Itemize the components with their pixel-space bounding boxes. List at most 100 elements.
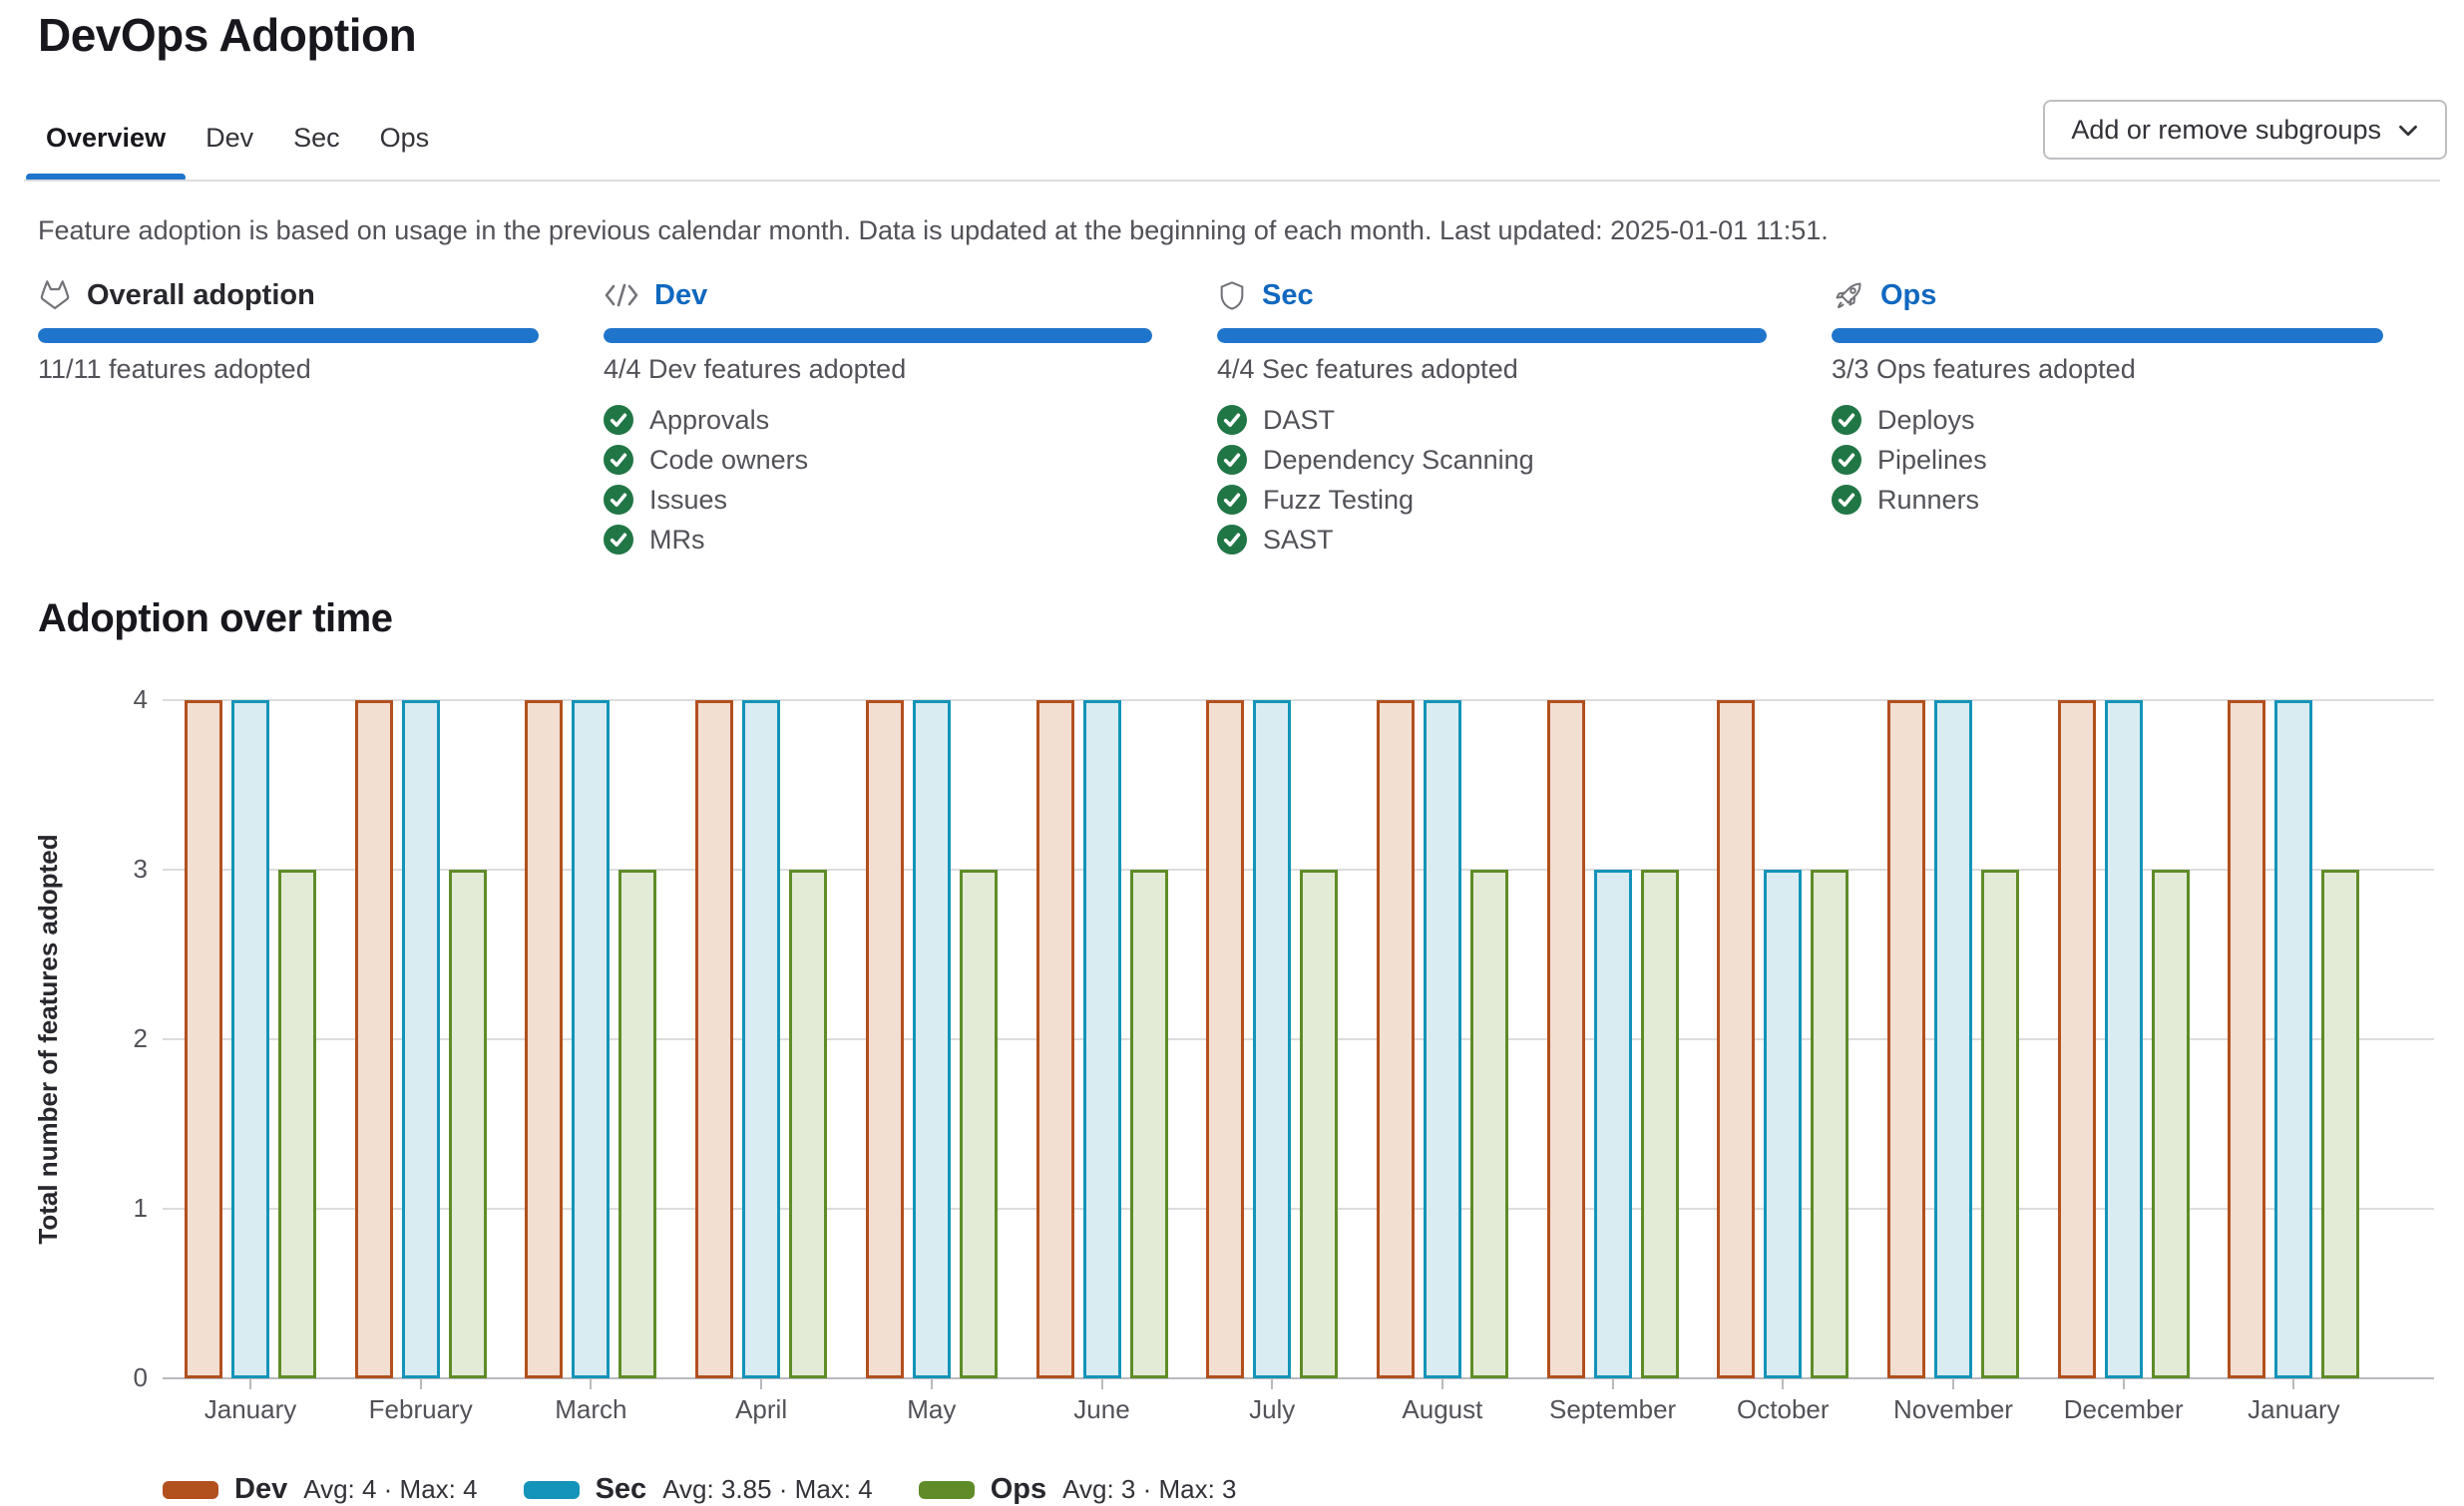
feature-label: Runners <box>1877 484 1980 515</box>
bar-group-may-4 <box>865 700 998 1378</box>
dev-bar <box>1035 700 1074 1378</box>
feature-item: DAST <box>1217 400 1767 440</box>
bar-group-june-5 <box>1035 700 1168 1378</box>
legend-swatch <box>918 1480 975 1499</box>
tab-bar-divider <box>24 180 2440 182</box>
sec-bar <box>401 700 440 1378</box>
bar-group-january-12 <box>2228 700 2360 1378</box>
dev-bar <box>185 700 222 1378</box>
check-circle-icon <box>604 445 633 475</box>
adoption-card-dev: Dev 4/4 Dev features adopted Approvals C… <box>604 276 1152 560</box>
dev-bar <box>2057 700 2096 1378</box>
page-title: DevOps Adoption <box>38 9 417 61</box>
ops-bar <box>1640 870 1679 1378</box>
feature-label: MRs <box>649 524 705 555</box>
y-axis-tick-label: 3 <box>133 854 148 884</box>
x-axis-month-label: March <box>555 1394 627 1424</box>
features-adopted-count: 3/3 Ops features adopted <box>1832 354 2136 384</box>
sec-bar <box>572 700 611 1378</box>
tab-sec[interactable]: Sec <box>293 122 340 153</box>
dev-bar <box>2228 700 2266 1378</box>
x-axis-tick <box>2122 1378 2125 1389</box>
adoption-progress-bar <box>1217 328 1767 343</box>
feature-item: MRs <box>604 520 1152 560</box>
bar-group-march-2 <box>525 700 657 1378</box>
adoption-card-ops: Ops 3/3 Ops features adopted Deploys Pip… <box>1832 276 2383 520</box>
sec-bar <box>1934 700 1972 1378</box>
legend-item-dev[interactable]: Dev Avg: 4 · Max: 4 <box>163 1473 478 1506</box>
feature-list: Approvals Code owners Issues MRs <box>604 400 1152 560</box>
tab-ops[interactable]: Ops <box>379 122 430 153</box>
legend-series-name: Dev <box>234 1473 288 1505</box>
legend-item-ops[interactable]: Ops Avg: 3 · Max: 3 <box>918 1473 1236 1506</box>
add-or-remove-subgroups-button[interactable]: Add or remove subgroups <box>2043 100 2447 160</box>
x-axis-tick <box>1782 1378 1785 1389</box>
card-title[interactable]: Sec <box>1262 278 1314 311</box>
check-circle-icon <box>1832 485 1861 515</box>
bar-group-july-6 <box>1206 700 1339 1378</box>
bar-group-january-0 <box>185 700 316 1378</box>
feature-label: DAST <box>1263 404 1336 435</box>
feature-list: Deploys Pipelines Runners <box>1832 400 2383 520</box>
dev-bar <box>1206 700 1245 1378</box>
gridline <box>163 1038 2434 1040</box>
card-title[interactable]: Dev <box>654 278 708 311</box>
y-axis-tick-label: 2 <box>133 1023 148 1053</box>
x-axis-tick <box>249 1378 251 1389</box>
dev-bar <box>354 700 393 1378</box>
legend-series-stats: Avg: 3.85 · Max: 4 <box>662 1474 873 1504</box>
sec-bar <box>231 700 269 1378</box>
adoption-progress-bar <box>38 328 539 343</box>
check-circle-icon <box>1217 485 1247 515</box>
card-title[interactable]: Ops <box>1880 278 1937 311</box>
card-title: Overall adoption <box>87 278 315 311</box>
ops-bar <box>959 870 998 1378</box>
rocket-icon <box>1832 279 1865 311</box>
feature-list: DAST Dependency Scanning Fuzz Testing SA… <box>1217 400 1767 560</box>
x-axis-month-label: August <box>1402 1394 1483 1424</box>
x-axis-month-label: December <box>2063 1394 2184 1424</box>
bar-group-april-3 <box>695 700 828 1378</box>
bar-group-december-11 <box>2057 700 2190 1378</box>
x-axis-month-label: January <box>204 1394 297 1424</box>
subgroups-button-label: Add or remove subgroups <box>2071 114 2381 145</box>
ops-bar <box>448 870 487 1378</box>
tab-overview[interactable]: Overview <box>26 96 187 182</box>
check-circle-icon <box>1832 405 1861 435</box>
ops-bar <box>278 870 316 1378</box>
check-circle-icon <box>604 485 633 515</box>
feature-adoption-info-text: Feature adoption is based on usage in th… <box>38 215 1829 245</box>
sec-bar <box>742 700 781 1378</box>
ops-bar <box>1811 870 1849 1378</box>
sec-bar <box>1593 870 1632 1378</box>
x-axis-tick <box>1440 1378 1443 1389</box>
dev-bar <box>1546 700 1585 1378</box>
x-axis-month-label: November <box>1893 1394 2013 1424</box>
bar-group-august-7 <box>1376 700 1508 1378</box>
feature-item: Runners <box>1832 480 2383 520</box>
dev-bar <box>865 700 904 1378</box>
dev-bar <box>525 700 564 1378</box>
x-axis-month-label: April <box>735 1394 788 1424</box>
y-axis-tick-label: 0 <box>133 1362 148 1392</box>
tab-dev[interactable]: Dev <box>205 122 254 153</box>
adoption-over-time-chart: Total number of features adopted 4 3 2 1 0 Ja… <box>33 684 2434 1424</box>
check-circle-icon <box>604 525 633 555</box>
card-header: Dev <box>604 276 1152 314</box>
y-axis-tick-label: 1 <box>133 1193 148 1223</box>
gridline <box>163 699 2434 701</box>
ops-bar <box>1469 870 1508 1378</box>
dev-bar <box>695 700 734 1378</box>
legend-swatch <box>163 1480 218 1499</box>
legend-item-sec[interactable]: Sec Avg: 3.85 · Max: 4 <box>523 1473 873 1506</box>
feature-label: Issues <box>649 484 728 515</box>
y-axis-tick-label: 4 <box>133 684 148 714</box>
sec-bar <box>2104 700 2143 1378</box>
chevron-down-icon <box>2397 123 2419 138</box>
feature-item: Pipelines <box>1832 440 2383 480</box>
check-circle-icon <box>1217 445 1247 475</box>
feature-item: Deploys <box>1832 400 2383 440</box>
bar-group-october-9 <box>1717 700 1849 1378</box>
gridline <box>163 869 2434 871</box>
legend-series-name: Ops <box>990 1473 1047 1505</box>
